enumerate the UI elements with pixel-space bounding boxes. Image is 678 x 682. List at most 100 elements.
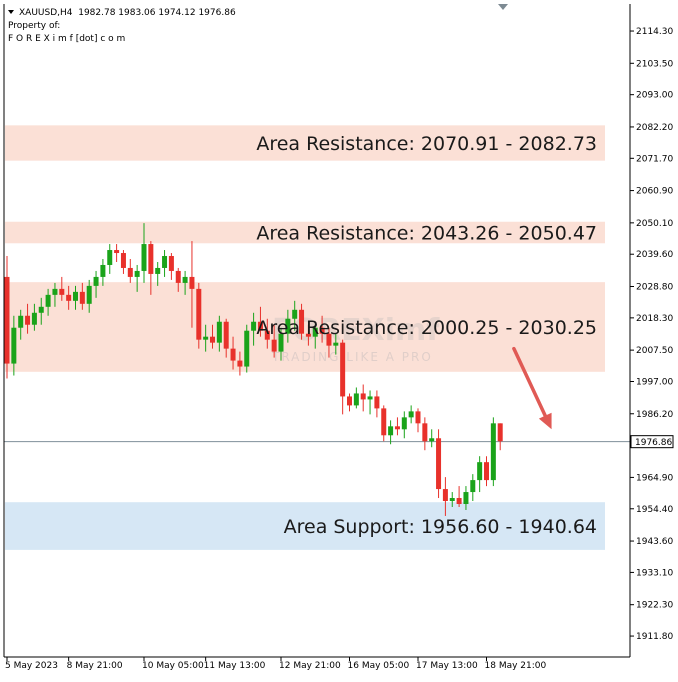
candle <box>312 324 318 349</box>
candle <box>456 486 462 507</box>
candle <box>100 259 106 286</box>
candle-body <box>470 480 476 493</box>
candle <box>429 429 435 448</box>
candle-body <box>134 270 140 277</box>
candle-body <box>93 276 99 286</box>
candle-body <box>120 253 126 268</box>
candle <box>244 324 250 373</box>
y-tick-label: 2071.70 <box>636 154 673 164</box>
candle <box>497 423 503 451</box>
y-tick-label: 2060.90 <box>636 187 673 197</box>
candle-body <box>196 288 202 340</box>
candle-body <box>415 411 421 424</box>
candle <box>168 253 174 280</box>
candle-body <box>312 327 318 337</box>
candle <box>203 324 209 352</box>
candle <box>477 456 483 493</box>
candle <box>237 351 243 376</box>
y-tick-label: 2114.30 <box>636 27 673 37</box>
candle-body <box>299 309 305 334</box>
candle <box>257 306 263 337</box>
candle <box>436 429 442 499</box>
candle <box>59 276 65 301</box>
candle-body <box>340 342 346 397</box>
candle-body <box>148 244 154 274</box>
scroll-marker-icon[interactable] <box>498 4 508 10</box>
candle-body <box>436 438 442 490</box>
watermark-tagline: TRADING LIKE A PRO <box>271 350 433 364</box>
candle <box>360 384 366 412</box>
candle-body <box>367 396 373 400</box>
candle <box>25 303 31 334</box>
candle <box>470 474 476 502</box>
candle-body <box>31 312 37 325</box>
candle-body <box>333 342 339 346</box>
y-tick-label: 2093.00 <box>636 91 673 101</box>
plot-frame <box>3 4 631 658</box>
candle <box>38 297 44 325</box>
candle-body <box>11 327 17 364</box>
candle-body <box>4 276 10 364</box>
support-zone <box>5 502 605 550</box>
candle-body <box>271 339 277 352</box>
candle <box>278 327 284 361</box>
chart-info: XAUUSD,H4 1982.78 1983.06 1974.12 1976.8… <box>8 8 236 44</box>
candle-body <box>155 267 161 274</box>
candle-body <box>210 336 215 343</box>
x-tick-label: 12 May 21:00 <box>279 661 341 671</box>
candle-body <box>264 330 270 340</box>
candle-body <box>18 315 24 328</box>
candle-body <box>292 309 298 319</box>
candle-body <box>278 333 284 352</box>
candle <box>155 261 161 286</box>
y-tick-label: 1964.90 <box>636 473 673 483</box>
resistance-zone-label: Area Resistance: 2043.26 - 2050.47 <box>256 223 597 245</box>
candle <box>463 486 469 510</box>
candle-body <box>347 396 352 406</box>
candle <box>285 309 291 343</box>
candle-body <box>141 244 147 271</box>
zone-labels-layer: Area Resistance: 2070.91 - 2082.73 Area R… <box>256 133 597 538</box>
candle-body <box>52 288 58 295</box>
candle-body <box>114 250 120 254</box>
x-tick-label: 16 May 05:00 <box>348 661 410 671</box>
candle <box>408 405 414 424</box>
candle <box>189 241 195 328</box>
candle <box>52 282 58 307</box>
candle <box>134 264 140 292</box>
candle-body <box>490 423 496 481</box>
candle-body <box>305 333 311 337</box>
candle-body <box>463 492 469 504</box>
candle <box>11 315 17 376</box>
candle-body <box>251 321 257 331</box>
candle-body <box>182 276 188 283</box>
candle <box>388 420 394 445</box>
candle <box>66 285 72 310</box>
candle <box>340 339 346 415</box>
candle-body <box>244 330 250 367</box>
candle-body <box>59 288 65 295</box>
candle <box>210 324 215 349</box>
candle-body <box>401 417 407 430</box>
candle-body <box>477 462 483 481</box>
x-tick-label: 8 May 21:00 <box>67 661 123 671</box>
candle-body <box>442 489 448 502</box>
candle <box>93 270 99 298</box>
y-tick-label: 2018.30 <box>636 314 673 324</box>
x-tick-label: 11 May 13:00 <box>204 661 266 671</box>
candle-body <box>25 315 31 325</box>
candle <box>326 327 332 358</box>
candle <box>394 417 400 436</box>
candle-body <box>497 423 503 442</box>
candle-body <box>429 438 435 442</box>
y-tick-label: 2082.20 <box>636 123 673 133</box>
candle <box>114 244 120 262</box>
collapse-triangle-icon[interactable] <box>8 10 14 14</box>
x-axis: 5 May 2023 8 May 21:00 10 May 05:00 11 May … <box>5 657 546 671</box>
candle-body <box>162 256 168 268</box>
x-tick-label: 18 May 21:00 <box>485 661 547 671</box>
candle <box>374 390 380 418</box>
candle-body <box>223 321 229 349</box>
